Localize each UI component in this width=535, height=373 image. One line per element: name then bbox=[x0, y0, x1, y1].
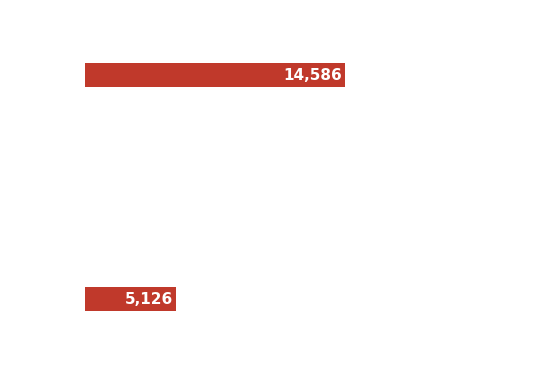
Text: 14,586: 14,586 bbox=[283, 68, 342, 82]
Bar bbox=[85, 287, 177, 311]
Bar bbox=[85, 63, 345, 87]
Text: 5,126: 5,126 bbox=[125, 292, 173, 307]
